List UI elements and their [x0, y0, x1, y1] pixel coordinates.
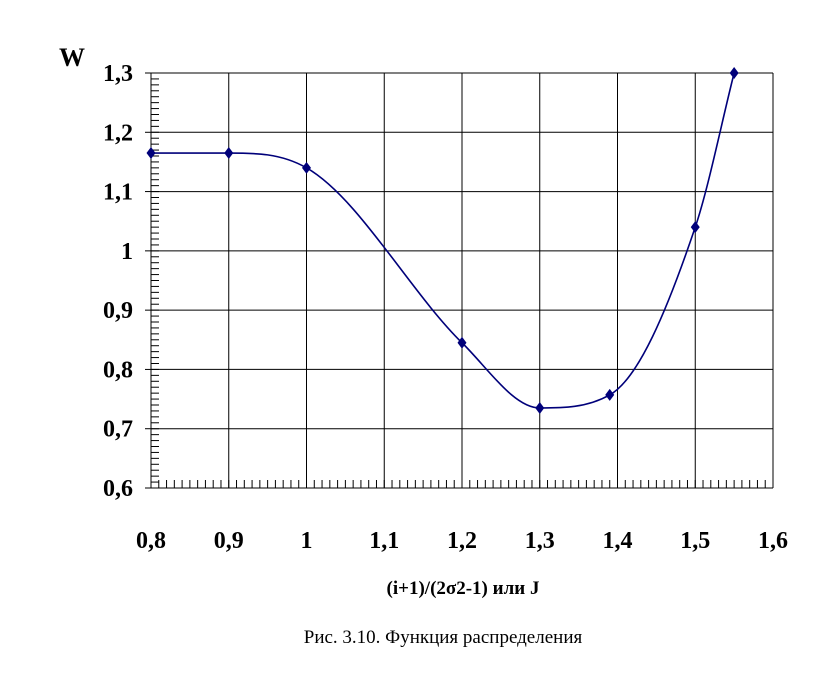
x-tick-label: 0,8 — [136, 528, 166, 554]
data-point — [535, 401, 545, 414]
figure-caption: Рис. 3.10. Функция распределения — [304, 627, 583, 648]
y-tick-label: 0,6 — [103, 476, 133, 502]
x-tick-label: 1,5 — [680, 528, 710, 554]
grid — [150, 72, 774, 489]
data-point — [605, 388, 615, 401]
x-tick-label: 1 — [301, 528, 313, 554]
x-tick-label: 1,3 — [525, 528, 555, 554]
data-markers — [146, 67, 739, 414]
y-axis-title: W — [59, 43, 85, 72]
y-tick-label: 1 — [121, 239, 133, 265]
y-tick-label: 0,8 — [103, 357, 133, 383]
y-tick-label: 0,7 — [103, 417, 133, 443]
y-tick-label: 1,2 — [103, 120, 133, 146]
minor-ticks — [145, 72, 774, 489]
x-tick-label: 1,6 — [758, 528, 788, 554]
data-point — [457, 336, 467, 349]
y-tick-label: 0,9 — [103, 298, 133, 324]
data-point — [302, 161, 311, 174]
x-tick-label: 1,4 — [603, 528, 633, 554]
x-axis-title: (i+1)/(2σ2-1) или J — [387, 578, 540, 599]
series-line — [150, 72, 735, 409]
y-tick-label: 1,3 — [103, 61, 133, 87]
x-tick-labels: 0,8 0,9 1 1,1 1,2 1,3 1,4 1,5 1,6 — [136, 528, 788, 554]
y-tick-labels: 0,6 0,7 0,8 0,9 1 1,1 1,2 1,3 — [103, 61, 133, 502]
data-point — [729, 67, 739, 79]
data-point — [224, 147, 234, 160]
x-tick-label: 0,9 — [214, 528, 244, 554]
y-tick-label: 1,1 — [103, 180, 133, 206]
data-point — [690, 221, 700, 234]
data-point — [146, 147, 156, 160]
x-tick-label: 1,1 — [369, 528, 399, 554]
x-tick-label: 1,2 — [447, 528, 477, 554]
